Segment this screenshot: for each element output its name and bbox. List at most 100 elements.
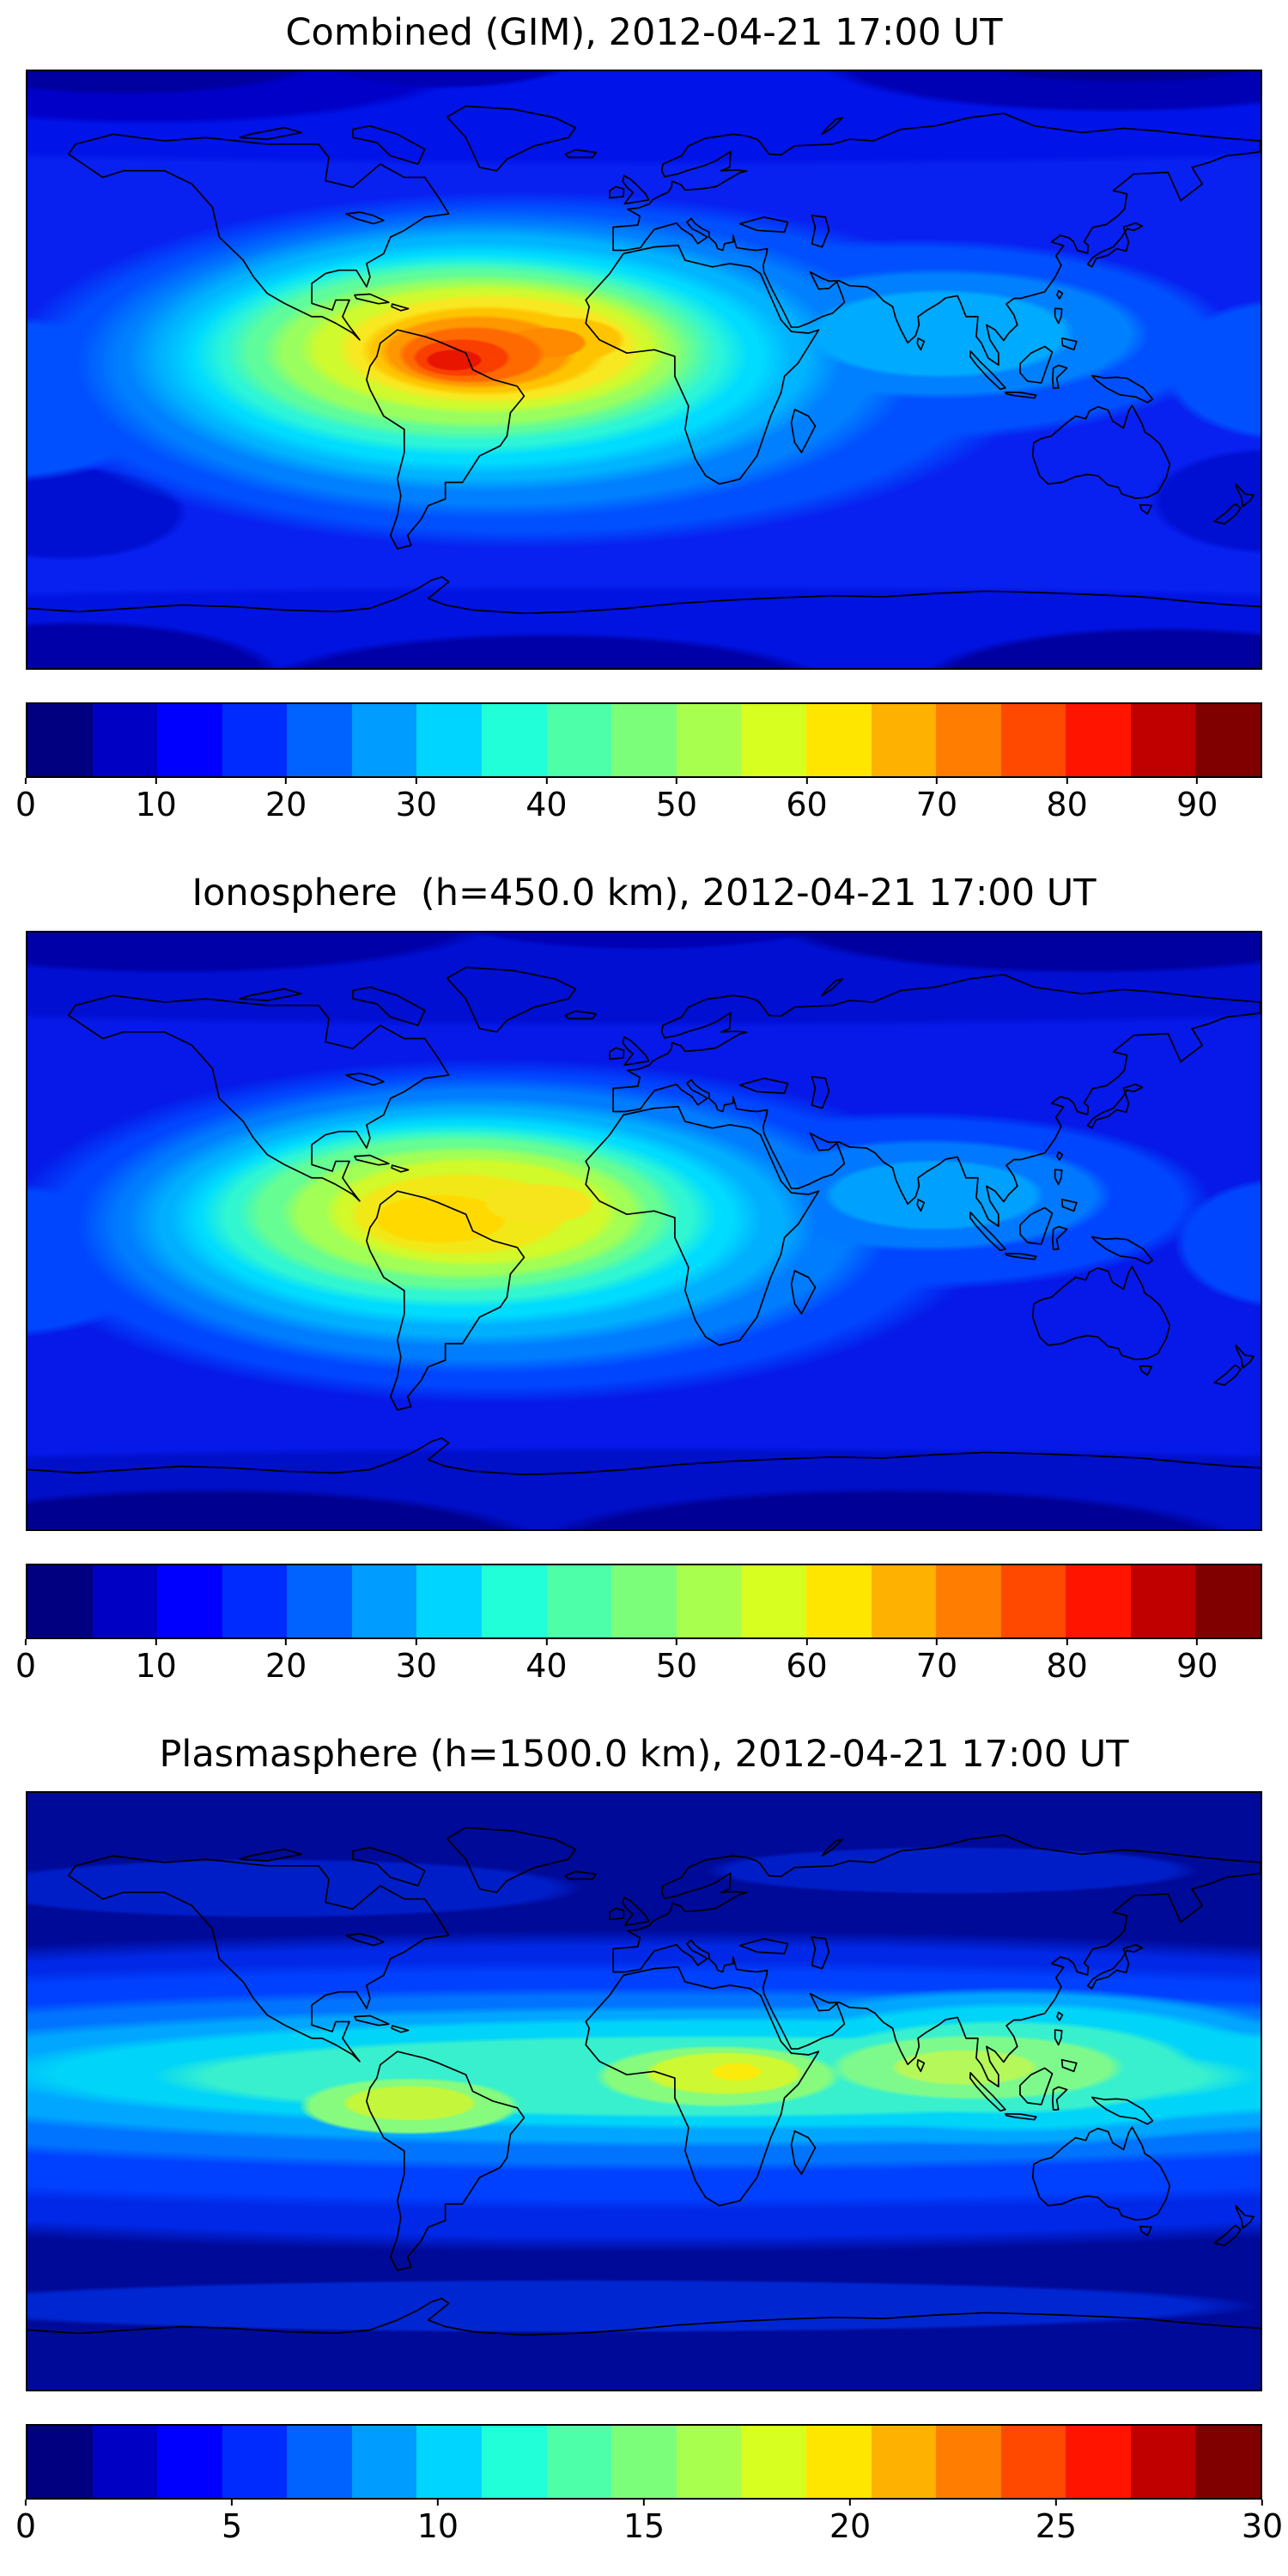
coastline-path [355,2016,389,2026]
coastline-path [917,338,924,350]
colorbar-segment [676,2426,742,2499]
panel-title: Combined (GIM), 2012-04-21 17:00 UT [285,11,1003,54]
coastline-path [610,1048,623,1059]
colorbar-tick-mark [231,2500,234,2506]
colorbar: 0 10 20 30 40 50 60 70 80 90 [15,702,1262,833]
colorbar-tick-label: 30 [395,786,437,824]
colorbar-tick-label: 10 [135,786,177,824]
coastline-path [970,2073,1005,2111]
colorbar-tick-label: 40 [526,786,568,824]
coastline-path [811,1077,829,1109]
colorbar: 0 10 20 30 40 50 60 70 80 90 [15,1563,1262,1694]
colorbar-tick-label: 60 [786,786,828,824]
colorbar-segment [936,1564,1001,1637]
colorbar-tick: 90 [1176,1638,1218,1686]
coastline-path [970,351,1005,389]
colorbar-tick-label: 70 [915,786,958,824]
coastline-path [367,331,524,550]
coastline-path [1055,2030,1062,2044]
colorbar-tick-label: 60 [786,1646,828,1685]
coastline-path [1092,376,1153,403]
contour-field [27,932,1261,1529]
coastlines [27,933,1261,1529]
coastline-path [1140,505,1152,513]
coastline-path [353,987,425,1025]
coastline-path [613,113,1261,365]
colorbar-segment [546,2426,612,2499]
coastline-path [1057,2013,1062,2020]
colorbar-tick-mark [25,1638,27,1645]
coastline-path [623,1898,648,1926]
colorbar-segment [871,704,937,777]
colorbar-tick-label: 90 [1176,786,1218,824]
colorbar-segment [805,704,872,777]
coastline-path [346,213,384,225]
colorbar-tick-label: 70 [915,1646,958,1685]
coastline-path [970,1212,1005,1250]
colorbar-tick: 70 [916,778,957,825]
coastline-path [27,577,1261,613]
coastline-path [586,1967,818,2206]
colorbar-tick-mark [285,1638,288,1645]
colorbar-tick-mark [675,778,677,785]
colorbar-segment [546,704,612,777]
colorbar-tick: 0 [15,778,36,825]
colorbar-segment [287,704,352,777]
coastline-path [240,1850,301,1862]
colorbar-tick-mark [545,778,548,785]
colorbar-tick-mark [25,778,27,785]
coastline-path [822,1839,842,1856]
colorbar-tick: 20 [265,1638,307,1686]
coastline-path [822,118,842,134]
colorbar-segment [1066,1564,1131,1637]
colorbar-segment [741,1564,806,1637]
colorbar-segment [92,704,158,777]
contour-field [27,71,1261,669]
colorbar-tick-label: 0 [15,1646,37,1685]
colorbar-tick-label: 15 [623,2507,665,2546]
coastline-path [447,967,576,1031]
coastline-path [1062,338,1077,350]
coastline-path [917,1200,924,1212]
colorbar-tick: 40 [526,1638,568,1686]
coastlines [27,71,1261,668]
colorbar-segment [805,2426,872,2499]
colorbar-tick-label: 0 [15,2507,37,2546]
colorbar-segment [805,1564,872,1637]
coastline-path [1236,1346,1254,1368]
coastline-path [917,2060,924,2072]
colorbar-tick-label: 30 [395,1646,437,1685]
map-canvas [26,70,1262,671]
coastline-path [27,2299,1261,2335]
coastline-path [1020,347,1052,383]
colorbar-gradient [26,1563,1262,1639]
coastline-path [1214,504,1241,524]
coastline-path [613,975,1261,1226]
colorbar-tick: 50 [656,1638,697,1686]
colorbar-tick-label: 0 [15,786,37,824]
coastline-path [1062,1200,1077,1212]
colorbar-tick: 80 [1046,1638,1088,1686]
coastline-path [1088,1945,1143,1989]
coastline-path [811,1937,829,1969]
coastline-path [623,1037,648,1066]
coastline-path [811,216,829,247]
colorbar-gradient [26,702,1262,779]
coastline-path [1236,484,1254,507]
coastline-path [1020,1207,1052,1243]
colorbar-tick-label: 30 [1241,2507,1284,2546]
colorbar-tick-label: 80 [1046,786,1088,824]
coastline-path [565,1011,596,1018]
colorbar-segment [1066,704,1131,777]
contour-field [27,1793,1261,2391]
colorbar-tick-mark [415,778,417,785]
coastline-path [1053,366,1067,389]
colorbar-tick-mark [1054,2500,1057,2506]
coastline-path [27,1438,1261,1474]
coastline-path [1033,406,1170,499]
colorbar-segment [222,704,288,777]
colorbar-segment [287,2426,352,2499]
coastline-path [69,135,449,340]
colorbar-tick-mark [155,1638,157,1645]
colorbar-segment [27,704,93,777]
